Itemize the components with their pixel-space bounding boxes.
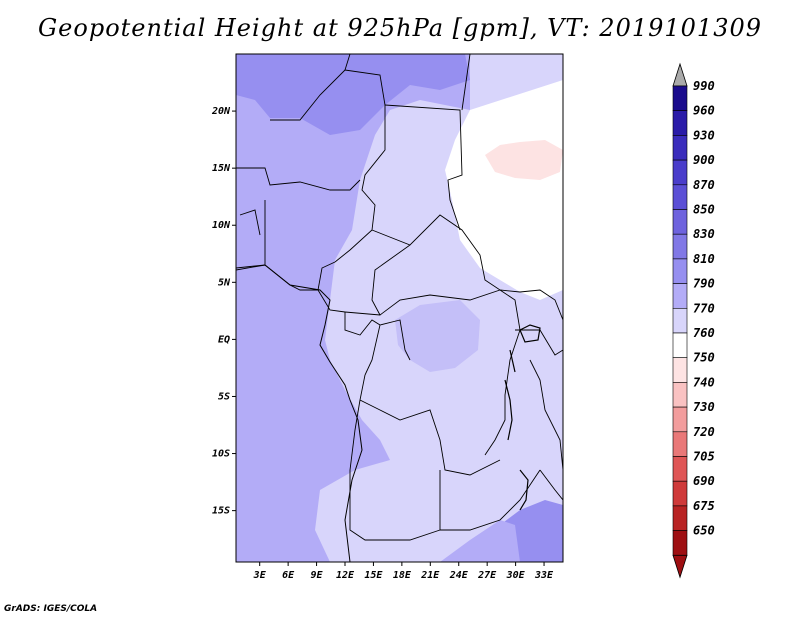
colorbar-swatch — [672, 505, 688, 531]
lon-tick-label: 27E — [477, 570, 497, 581]
high-zone-fill — [445, 80, 563, 300]
colorbar-swatch — [672, 357, 688, 383]
colorbar: 990 960 930 900 870 850 830 810 790 770 760 750 740 7… — [672, 62, 715, 579]
lakes — [504, 324, 541, 511]
lat-tick-label: 15S — [212, 506, 230, 517]
colorbar-swatch — [672, 530, 688, 556]
field-fill — [236, 54, 563, 562]
colorbar-swatch — [672, 382, 688, 408]
southeast-mid-fill — [440, 520, 520, 562]
plot-frame — [235, 53, 564, 563]
colorbar-label: 810 — [693, 252, 715, 266]
colorbar-label: 790 — [693, 277, 715, 291]
lon-tick-label: 3E — [253, 570, 267, 581]
coastline — [236, 264, 363, 562]
lat-tick-label: 5S — [218, 391, 230, 402]
colorbar-top-arrow — [672, 62, 688, 87]
lat-tick-label: 10N — [212, 220, 231, 231]
colorbar-swatch — [672, 307, 688, 334]
colorbar-label: 740 — [693, 375, 715, 389]
grads-credit: GrADS: IGES/COLA — [4, 604, 98, 614]
colorbar-label: 850 — [693, 203, 715, 217]
lon-tick-label: 15E — [364, 570, 383, 581]
central-band-fill — [395, 300, 480, 372]
colorbar-swatch — [672, 135, 688, 161]
lon-tick-label: 24E — [449, 570, 469, 581]
colorbar-bottom-arrow — [672, 554, 688, 579]
colorbar-swatch — [672, 456, 688, 482]
pink-spot-fill — [485, 140, 563, 180]
colorbar-label: 690 — [693, 474, 715, 488]
ocean-fill — [236, 54, 470, 562]
colorbar-label: 960 — [693, 104, 715, 118]
dark-north-fill — [236, 54, 470, 135]
lon-tick-label: 12E — [336, 570, 355, 581]
colorbar-label: 760 — [693, 326, 715, 340]
lon-tick-label: 6E — [282, 570, 295, 581]
colorbar-swatch — [672, 283, 688, 309]
colorbar-label: 900 — [693, 153, 715, 167]
lat-tick-label: 10S — [212, 449, 230, 460]
lat-tick-label: 5N — [218, 277, 231, 288]
lon-tick-label: 9E — [311, 570, 324, 581]
lat-tick-label: EQ — [218, 334, 230, 345]
longitude-axis: 3E 6E 9E 12E 15E 18E 21E 24E 27E 30E 33E — [253, 562, 554, 581]
colorbar-label: 730 — [693, 400, 715, 414]
colorbar-label: 675 — [693, 499, 715, 513]
lat-tick-label: 15N — [212, 163, 231, 174]
colorbar-label: 770 — [693, 301, 715, 315]
colorbar-label: 705 — [693, 450, 715, 464]
colorbar-label: 870 — [693, 178, 715, 192]
colorbar-label: 830 — [693, 227, 715, 241]
colorbar-swatch — [672, 159, 688, 186]
colorbar-swatch — [672, 184, 688, 210]
colorbar-swatch — [672, 233, 688, 260]
lon-tick-label: 30E — [506, 570, 526, 581]
colorbar-swatch — [672, 85, 688, 112]
map-title: Geopotential Height at 925hPa [gpm], VT:… — [38, 14, 762, 42]
colorbar-label: 990 — [693, 79, 715, 93]
lon-tick-label: 33E — [534, 570, 554, 581]
colorbar-swatch — [672, 258, 688, 284]
colorbar-swatch — [672, 480, 688, 507]
colorbar-swatch — [672, 209, 688, 235]
colorbar-swatch — [672, 406, 688, 433]
colorbar-swatch — [672, 431, 688, 457]
lat-tick-label: 20N — [211, 106, 231, 117]
colorbar-label: 930 — [693, 128, 715, 142]
latitude-axis: 20N 15N 10N 5N EQ 5S 10S 15S — [211, 106, 236, 517]
lon-tick-label: 21E — [420, 570, 440, 581]
colorbar-swatch — [672, 110, 688, 136]
colorbar-label: 720 — [693, 425, 715, 439]
colorbar-swatch — [672, 332, 688, 359]
lon-tick-label: 18E — [393, 570, 412, 581]
colorbar-label: 650 — [693, 524, 715, 538]
colorbar-label: 750 — [693, 351, 715, 365]
